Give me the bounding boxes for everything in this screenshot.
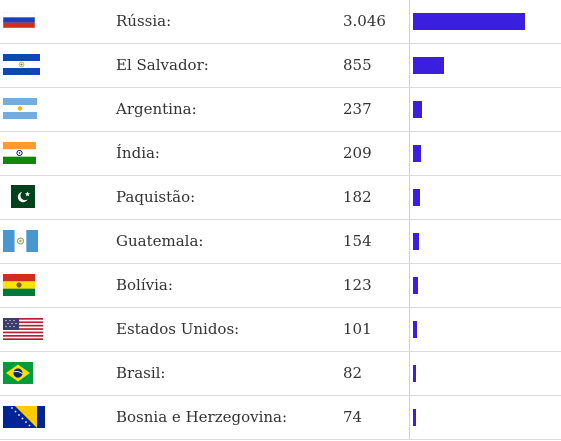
table-row: El Salvador: 855 — [0, 44, 561, 88]
russia-flag-icon — [3, 12, 35, 28]
table-row: Paquistão: 182 — [0, 176, 561, 220]
bar-track — [409, 352, 550, 395]
flag-cell — [0, 264, 110, 307]
flag-cell — [0, 220, 110, 263]
value-bar — [413, 145, 421, 162]
bosnia-flag-icon — [3, 406, 45, 428]
table-row: Rússia: 3.046 — [0, 0, 561, 44]
value-bar — [413, 365, 416, 382]
value-label: 3.046 — [343, 12, 386, 30]
country-name: Bolívia: — [116, 276, 173, 294]
value-bar — [413, 189, 420, 206]
value-label: 237 — [343, 100, 372, 118]
bar-track — [409, 220, 550, 263]
brazil-flag-icon — [3, 362, 33, 384]
value-bar — [413, 233, 419, 250]
table-row: Argentina: 237 — [0, 88, 561, 132]
table-row: Índia: 209 — [0, 132, 561, 176]
country-name: Índia: — [116, 144, 160, 162]
country-name: Paquistão: — [116, 188, 196, 206]
flag-cell — [0, 0, 110, 43]
bar-track — [409, 308, 550, 351]
value-label: 74 — [343, 408, 363, 426]
value-label: 209 — [343, 144, 372, 162]
table-row: Estados Unidos: 101 — [0, 308, 561, 352]
bar-track — [409, 396, 550, 439]
flag-cell — [0, 132, 110, 175]
flag-cell — [0, 44, 110, 87]
country-name: Bosnia e Herzegovina: — [116, 408, 288, 426]
value-label: 82 — [343, 364, 363, 382]
bar-track — [409, 44, 550, 87]
bar-track — [409, 176, 550, 219]
flag-cell — [0, 308, 110, 351]
country-name: Brasil: — [116, 364, 166, 382]
united-states-flag-icon — [3, 318, 43, 340]
value-bar — [413, 101, 422, 118]
flag-cell — [0, 176, 110, 219]
value-bar — [413, 409, 416, 426]
value-bar — [413, 57, 444, 74]
value-label: 101 — [343, 320, 372, 338]
argentina-flag-icon — [3, 98, 37, 119]
india-flag-icon — [3, 142, 36, 164]
table-row: Guatemala: 154 — [0, 220, 561, 264]
table-row: Bolívia: 123 — [0, 264, 561, 308]
country-name: Estados Unidos: — [116, 320, 240, 338]
country-name: Guatemala: — [116, 232, 204, 250]
table-row: Bosnia e Herzegovina: 74 — [0, 396, 561, 440]
country-name: Rússia: — [116, 12, 172, 30]
flag-cell — [0, 396, 110, 439]
country-name: Argentina: — [116, 100, 197, 118]
value-bar — [413, 321, 417, 338]
flag-cell — [0, 88, 110, 131]
value-bar — [413, 277, 418, 294]
table-row: Brasil: 82 — [0, 352, 561, 396]
guatemala-flag-icon — [3, 230, 38, 252]
value-label: 123 — [343, 276, 372, 294]
value-label: 855 — [343, 56, 372, 74]
bar-track — [409, 264, 550, 307]
pakistan-flag-icon — [3, 185, 35, 208]
value-bar — [413, 13, 525, 30]
bar-track — [409, 88, 550, 131]
value-label: 182 — [343, 188, 372, 206]
bolivia-flag-icon — [3, 274, 35, 296]
el-salvador-flag-icon — [3, 54, 40, 75]
flag-cell — [0, 352, 110, 395]
value-label: 154 — [343, 232, 372, 250]
bar-track — [409, 0, 550, 43]
bar-track — [409, 132, 550, 175]
country-name: El Salvador: — [116, 56, 209, 74]
